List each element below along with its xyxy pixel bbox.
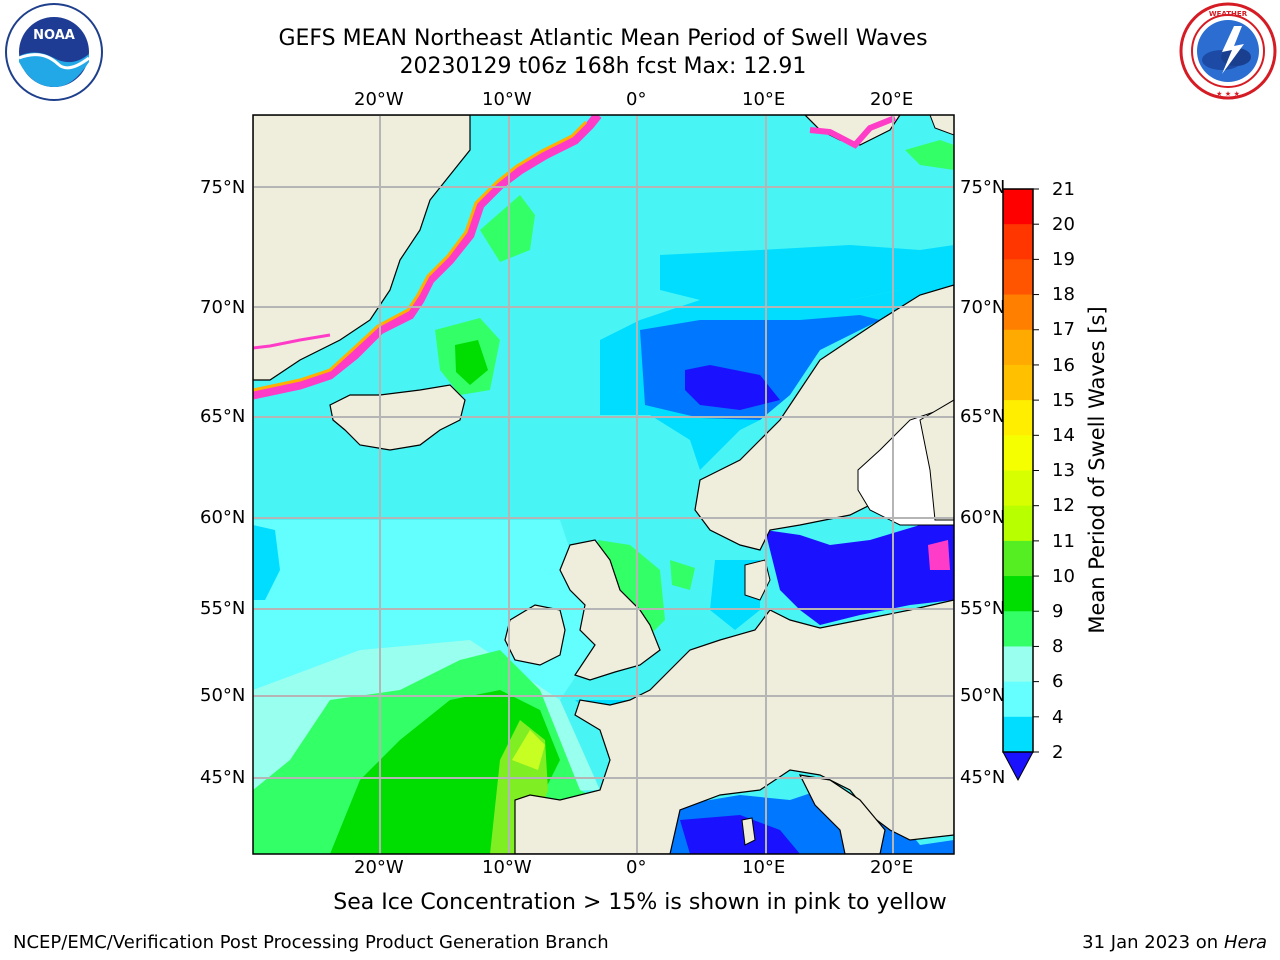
nws-logo: WEATHER ★ ★ ★ [1179,2,1277,100]
map-title: GEFS MEAN Northeast Atlantic Mean Period… [278,26,928,51]
lat-label-right: 50°N [960,685,1006,706]
lat-label-left: 50°N [200,685,246,706]
lon-label-top: 20°W [354,89,404,110]
colorbar-segment [1003,681,1033,718]
greenland [253,115,471,381]
lat-label-left: 55°N [200,598,246,619]
colorbar-tick: 6 [1052,671,1064,692]
sea-ice-note: Sea Ice Concentration > 15% is shown in … [333,890,947,915]
map-area [253,115,954,854]
lon-label-bottom: 0° [626,857,647,878]
lon-label-bottom: 20°W [354,857,404,878]
footer-date-text: 31 Jan 2023 on [1082,932,1224,953]
footer-host: Hera [1223,932,1267,953]
lon-label-bottom: 10°E [742,857,786,878]
colorbar-segment [1003,189,1033,225]
svg-text:NOAA: NOAA [33,28,75,43]
colorbar-tick: 9 [1052,601,1064,622]
colorbar-tick: 19 [1052,249,1075,270]
lat-label-left: 70°N [200,297,246,318]
colorbar-segment [1003,611,1033,647]
colorbar-segment [1003,259,1033,296]
lat-label-right: 45°N [960,767,1006,788]
colorbar-segment [1003,224,1033,260]
sea-ice-edge [253,115,602,400]
colorbar-segment [1003,400,1033,436]
lat-label-right: 60°N [960,507,1006,528]
lat-label-right: 65°N [960,406,1006,427]
colorbar-frame [1002,188,1034,753]
lat-label-right: 75°N [960,177,1006,198]
lon-label-top: 0° [626,89,647,110]
colorbar-segment [1003,470,1033,507]
lon-label-bottom: 10°W [482,857,532,878]
colorbar-tick: 2 [1052,742,1064,763]
lon-label-top: 10°E [742,89,786,110]
colorbar-tick: 13 [1052,460,1075,481]
colorbar-segment [1003,294,1033,331]
colorbar-tick: 14 [1052,425,1075,446]
footer-date: 31 Jan 2023 on Hera [1082,932,1267,953]
colorbar-segment [1003,540,1033,577]
colorbar-tick: 12 [1052,495,1075,516]
lon-label-top: 10°W [482,89,532,110]
colorbar-segment [1003,716,1033,753]
lon-label-bottom: 20°E [870,857,914,878]
lat-label-left: 60°N [200,507,246,528]
colorbar-title: Mean Period of Swell Waves [s] [1085,306,1109,634]
continental-europe [514,599,954,854]
swell-zone-13 [512,730,545,770]
colorbar-tick: 16 [1052,355,1075,376]
colorbar-tick: 20 [1052,214,1075,235]
colorbar-extend-arrow [1002,751,1034,782]
lon-label-top: 20°E [870,89,914,110]
colorbar-tick: 4 [1052,707,1064,728]
colorbar-segment [1003,576,1033,612]
colorbar-tick: 18 [1052,284,1075,305]
colorbar-segment [1003,329,1033,366]
colorbar-tick: 17 [1052,319,1075,340]
colorbar-tick: 8 [1052,636,1064,657]
lat-label-left: 65°N [200,406,246,427]
colorbar-segment [1003,505,1033,542]
colorbar-tick: 11 [1052,531,1075,552]
lat-label-left: 75°N [200,177,246,198]
noaa-logo: NOAA [5,3,103,101]
lat-label-right: 70°N [960,297,1006,318]
map-frame [252,114,955,855]
svg-text:★ ★ ★: ★ ★ ★ [1216,90,1240,98]
lat-label-right: 55°N [960,598,1006,619]
lat-label-left: 45°N [200,767,246,788]
footer-credit: NCEP/EMC/Verification Post Processing Pr… [13,932,609,953]
colorbar-segment [1003,364,1033,401]
graticule [253,115,954,854]
svg-text:WEATHER: WEATHER [1209,10,1248,18]
colorbar-tick: 15 [1052,390,1075,411]
colorbar-segment [1003,646,1033,683]
baltic-sea [765,525,954,625]
map-subtitle: 20230129 t06z 168h fcst Max: 12.91 [399,54,807,79]
colorbar-segment [1003,435,1033,471]
colorbar [1003,188,1039,753]
colorbar-tick: 10 [1052,566,1075,587]
colorbar-tick: 21 [1052,179,1075,200]
